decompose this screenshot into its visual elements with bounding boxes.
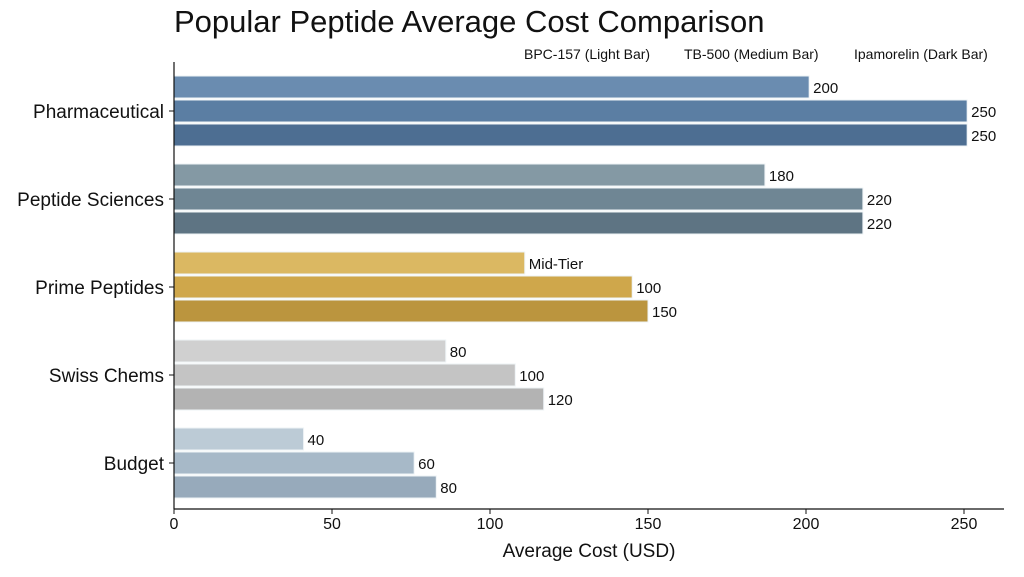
legend-entry-ipamorelin: Ipamorelin (Dark Bar) — [854, 46, 988, 62]
data-label: 150 — [652, 304, 677, 321]
data-label: 40 — [308, 432, 325, 449]
bar — [173, 387, 545, 411]
data-label: 100 — [636, 280, 661, 297]
bar — [173, 75, 810, 99]
data-label: Mid-Tier — [529, 256, 583, 273]
y-tick-label: Swiss Chems — [49, 366, 164, 387]
bar — [173, 299, 649, 323]
data-label: 80 — [450, 344, 467, 361]
y-tick-label: Prime Peptides — [35, 278, 164, 299]
x-axis-label: Average Cost (USD) — [503, 541, 676, 562]
y-tick-label: Pharmaceutical — [33, 102, 164, 123]
data-label: 200 — [813, 80, 838, 97]
data-label: 220 — [867, 216, 892, 233]
x-tick-label: 0 — [170, 516, 179, 533]
bar — [173, 427, 305, 451]
bar — [173, 363, 516, 387]
bar — [173, 451, 415, 475]
x-tick-label: 50 — [323, 516, 341, 533]
data-label: 250 — [971, 128, 996, 145]
data-label: 250 — [971, 104, 996, 121]
bar — [173, 187, 864, 211]
x-tick-label: 250 — [951, 516, 978, 533]
legend-entry-tb-500: TB-500 (Medium Bar) — [684, 46, 819, 62]
x-tick-label: 200 — [793, 516, 820, 533]
data-label: 60 — [418, 456, 435, 473]
bar — [173, 211, 864, 235]
bar — [173, 475, 437, 499]
data-label: 180 — [769, 168, 794, 185]
bar — [173, 123, 968, 147]
data-label: 80 — [440, 480, 457, 497]
y-tick-label: Peptide Sciences — [17, 190, 164, 211]
bar — [173, 251, 526, 275]
bar — [173, 99, 968, 123]
data-label: 220 — [867, 192, 892, 209]
bar — [173, 163, 766, 187]
data-label: 100 — [519, 368, 544, 385]
chart-title: Popular Peptide Average Cost Comparison — [174, 4, 765, 39]
data-label: 120 — [548, 392, 573, 409]
y-tick-label: Budget — [104, 454, 165, 475]
bar — [173, 275, 633, 299]
bar — [173, 339, 447, 363]
x-tick-label: 100 — [477, 516, 504, 533]
x-tick-label: 150 — [635, 516, 662, 533]
legend-entry-bpc-157: BPC-157 (Light Bar) — [524, 46, 650, 62]
